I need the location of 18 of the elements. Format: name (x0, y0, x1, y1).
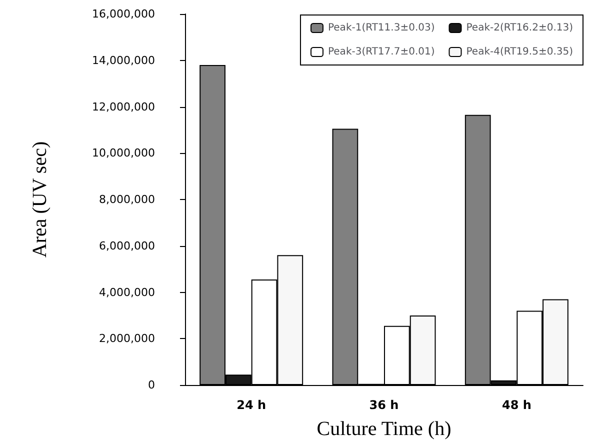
y-tick-label: 10,000,000 (92, 146, 155, 160)
legend-label: Peak-2(RT16.2±0.13) (466, 22, 574, 34)
legend-label: Peak-4(RT19.5±0.35) (466, 46, 574, 58)
y-tick-label: 4,000,000 (99, 286, 155, 299)
y-tick-label: 0 (148, 378, 155, 392)
x-tick-label: 48 h (502, 398, 532, 412)
legend-label: Peak-1(RT11.3±0.03) (328, 22, 435, 34)
y-tick-label: 2,000,000 (99, 332, 155, 346)
y-tick-label: 14,000,000 (92, 54, 155, 67)
x-axis-title: Culture Time (h) (316, 418, 452, 440)
y-tick-label: 12,000,000 (92, 100, 155, 114)
y-tick-label: 8,000,000 (99, 193, 155, 206)
y-tick-label: 16,000,000 (92, 8, 155, 20)
legend-label: Peak-3(RT17.7±0.01) (328, 46, 435, 58)
y-axis-title: Area (UV sec) (29, 141, 51, 258)
y-tick-label: 6,000,000 (99, 239, 155, 252)
x-tick-label: 36 h (369, 398, 399, 412)
x-tick-label: 24 h (236, 398, 266, 412)
